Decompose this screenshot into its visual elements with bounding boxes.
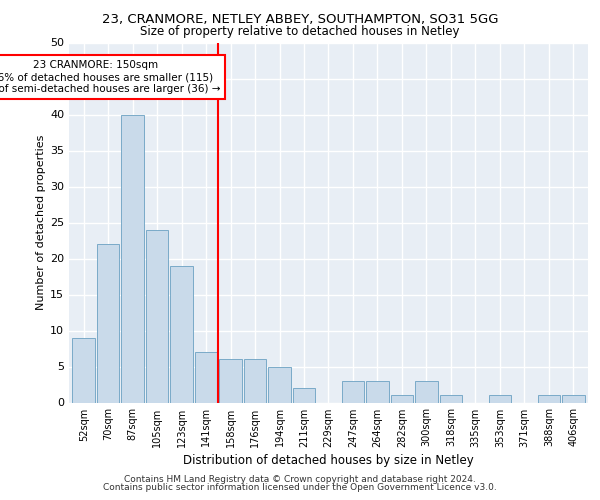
Bar: [293, 388, 315, 402]
X-axis label: Distribution of detached houses by size in Netley: Distribution of detached houses by size …: [183, 454, 474, 466]
Bar: [538, 396, 560, 402]
Bar: [244, 360, 266, 403]
Bar: [562, 396, 584, 402]
Bar: [268, 366, 291, 402]
Bar: [195, 352, 217, 403]
Bar: [342, 381, 364, 402]
Text: Size of property relative to detached houses in Netley: Size of property relative to detached ho…: [140, 25, 460, 38]
Y-axis label: Number of detached properties: Number of detached properties: [36, 135, 46, 310]
Bar: [121, 114, 144, 403]
Bar: [220, 360, 242, 403]
Text: Contains public sector information licensed under the Open Government Licence v3: Contains public sector information licen…: [103, 484, 497, 492]
Bar: [391, 396, 413, 402]
Bar: [415, 381, 437, 402]
Text: 23, CRANMORE, NETLEY ABBEY, SOUTHAMPTON, SO31 5GG: 23, CRANMORE, NETLEY ABBEY, SOUTHAMPTON,…: [102, 12, 498, 26]
Text: 23 CRANMORE: 150sqm
← 76% of detached houses are smaller (115)
24% of semi-detac: 23 CRANMORE: 150sqm ← 76% of detached ho…: [0, 60, 220, 94]
Bar: [366, 381, 389, 402]
Bar: [73, 338, 95, 402]
Bar: [440, 396, 462, 402]
Bar: [146, 230, 169, 402]
Bar: [97, 244, 119, 402]
Bar: [170, 266, 193, 402]
Bar: [488, 396, 511, 402]
Text: Contains HM Land Registry data © Crown copyright and database right 2024.: Contains HM Land Registry data © Crown c…: [124, 475, 476, 484]
